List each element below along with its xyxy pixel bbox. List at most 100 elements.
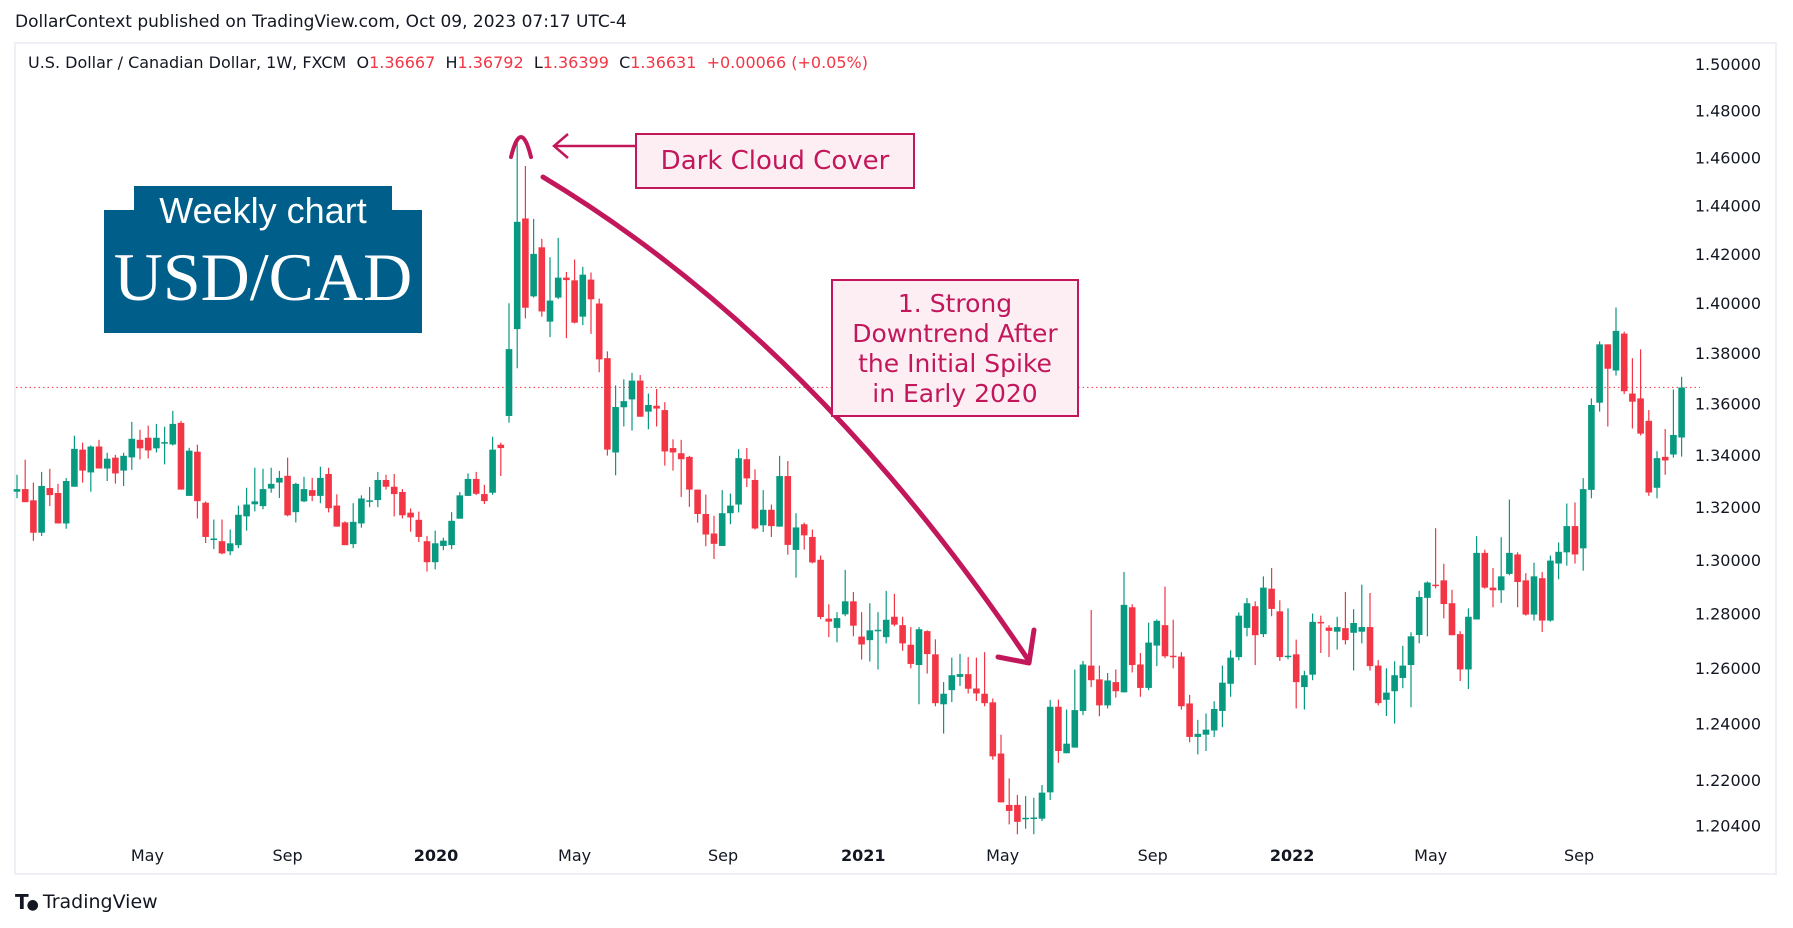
candle-down: [743, 448, 751, 488]
candle-body: [185, 450, 193, 496]
candle-body: [1489, 587, 1497, 591]
candle-up: [1547, 555, 1554, 622]
candle-up: [1678, 376, 1685, 457]
callout-line: Downtrend After: [852, 319, 1058, 348]
candle-body: [1260, 587, 1267, 635]
candle-body: [1350, 622, 1357, 633]
candle-up: [1465, 608, 1472, 690]
candle-up: [1243, 598, 1251, 637]
candle-up: [38, 471, 45, 536]
price-tick-label: 1.32000: [1695, 498, 1761, 517]
candle-body: [727, 505, 734, 514]
price-tick-label: 1.46000: [1695, 149, 1761, 168]
candle-up: [1506, 499, 1513, 576]
candle-body: [431, 543, 439, 563]
candle-up: [1473, 536, 1480, 620]
candle-body: [325, 473, 332, 509]
price-tick-label: 1.40000: [1695, 294, 1761, 313]
candle-body: [292, 483, 300, 513]
price-tick-label: 1.26000: [1695, 659, 1761, 678]
time-axis: May Sep 2020 May Sep 2021 May Sep 2022 May Sep: [131, 846, 1594, 865]
candle-body: [956, 674, 964, 677]
time-tick-label: Sep: [273, 846, 303, 865]
candle-body: [1555, 551, 1562, 564]
candle-down: [571, 259, 578, 324]
candle-up: [1227, 650, 1234, 697]
candle-body: [1522, 580, 1530, 615]
candle-body: [538, 247, 546, 312]
candle-down: [407, 508, 414, 532]
candle-down: [1604, 344, 1612, 427]
candle-up: [1301, 670, 1308, 710]
candle-body: [218, 541, 226, 554]
candle-down: [218, 519, 226, 555]
candle-down: [1629, 358, 1636, 429]
candle-down: [194, 444, 201, 519]
candle-down: [1432, 528, 1439, 589]
candle-down: [423, 535, 431, 572]
candle-up: [1030, 797, 1038, 835]
candle-body: [226, 543, 234, 552]
price-tick-label: 1.28000: [1695, 605, 1761, 624]
candle-down: [1128, 604, 1136, 673]
candle-down: [1161, 586, 1169, 659]
candle-body: [112, 457, 119, 474]
candle-up: [874, 612, 882, 670]
candle-down: [661, 402, 669, 466]
candle-down: [144, 425, 152, 459]
candle-body: [259, 489, 267, 507]
candle-body: [1292, 654, 1300, 683]
candle-down: [399, 489, 406, 519]
published-caption: DollarContext published on TradingView.c…: [15, 12, 627, 32]
candle-body: [390, 486, 398, 495]
candle-down: [604, 351, 611, 456]
candle-body: [399, 491, 406, 516]
candle-down: [891, 593, 898, 627]
candle-body: [595, 303, 603, 360]
candle-up: [841, 569, 849, 617]
candle-body: [923, 631, 931, 655]
candle-body: [1506, 552, 1513, 574]
candle-up: [1194, 719, 1202, 755]
candle-body: [645, 404, 652, 412]
candle-down: [710, 515, 718, 559]
candle-body: [1210, 709, 1218, 731]
candle-up: [1046, 699, 1054, 801]
candle-body: [743, 459, 751, 479]
price-tick-label: 1.36000: [1695, 394, 1761, 413]
candle-down: [964, 657, 972, 694]
candle-up: [1653, 451, 1661, 499]
candle-body: [1571, 526, 1579, 555]
candle-body: [1112, 682, 1120, 692]
candle-up: [1202, 713, 1210, 751]
low-value: 1.36399: [542, 53, 609, 72]
candle-down: [1637, 349, 1644, 436]
candle-body: [653, 405, 660, 409]
candle-body: [1096, 679, 1103, 706]
candle-down: [825, 604, 833, 638]
candle-body: [1678, 387, 1685, 438]
candle-body: [1128, 607, 1136, 666]
candle-down: [308, 477, 316, 502]
candle-up: [1284, 608, 1292, 660]
close-label: C: [619, 53, 631, 72]
candle-down: [472, 471, 480, 496]
candle-body: [472, 478, 480, 494]
candle-up: [1670, 389, 1677, 458]
candle-down: [1087, 609, 1095, 688]
candle-up: [735, 449, 742, 513]
symbol-name: U.S. Dollar / Canadian Dollar, 1W, FXCM: [28, 53, 347, 72]
badge-subtitle: Weekly chart: [159, 190, 367, 231]
candle-down: [694, 489, 701, 523]
chart-frame: [14, 42, 1777, 875]
candle-up: [513, 142, 521, 369]
candle-up: [300, 476, 308, 503]
footer-brand[interactable]: T● TradingView: [15, 890, 158, 914]
price-tick-label: 1.20400: [1695, 817, 1761, 836]
candle-body: [710, 533, 718, 544]
candle-down: [54, 483, 62, 524]
candle-body: [718, 513, 726, 546]
candle-up: [776, 455, 783, 527]
candle-body: [308, 490, 316, 496]
